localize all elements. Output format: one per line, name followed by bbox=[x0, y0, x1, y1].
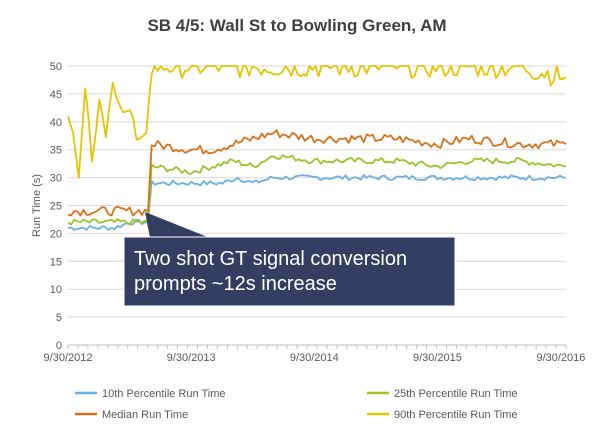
series-line-3 bbox=[67, 129, 567, 217]
y-axis-title: Run Time (s) bbox=[31, 174, 43, 237]
legend-label: Median Run Time bbox=[102, 409, 188, 421]
series-line-1 bbox=[67, 174, 567, 231]
y-tick-label: 50 bbox=[50, 61, 62, 73]
annotation-callout: Two shot GT signal conversion prompts ~12… bbox=[123, 212, 456, 307]
y-tick-label: 35 bbox=[50, 145, 62, 157]
y-tick-label: 10 bbox=[50, 284, 62, 296]
legend-label: 90th Percentile Run Time bbox=[394, 409, 518, 421]
y-tick-label: 5 bbox=[56, 312, 62, 324]
x-tick-label: 9/30/2014 bbox=[290, 352, 339, 364]
y-tick-label: 15 bbox=[50, 256, 62, 268]
y-tick-label: 0 bbox=[56, 340, 62, 352]
series-line-4 bbox=[67, 65, 567, 179]
series-line-2 bbox=[67, 154, 567, 226]
y-tick-label: 20 bbox=[50, 228, 62, 240]
series-lines bbox=[67, 65, 567, 231]
callout-box bbox=[123, 236, 456, 307]
legend: 10th Percentile Run Time 25th Percentile … bbox=[75, 388, 518, 421]
legend-label: 10th Percentile Run Time bbox=[102, 388, 226, 400]
x-tick-label: 9/30/2016 bbox=[536, 352, 585, 364]
axes: 0 5 10 15 20 25 30 35 40 45 50 9/30/2012 9/30/2013 9/… bbox=[31, 61, 585, 364]
callout-text-line: Two shot GT signal conversion bbox=[134, 248, 407, 270]
y-tick-label: 25 bbox=[50, 201, 62, 213]
y-tick-label: 45 bbox=[50, 89, 62, 101]
callout-pointer bbox=[145, 212, 210, 238]
x-tick-label: 9/30/2015 bbox=[413, 352, 462, 364]
x-tick-label: 9/30/2013 bbox=[167, 352, 216, 364]
chart-title: SB 4/5: Wall St to Bowling Green, AM bbox=[147, 16, 447, 35]
y-tick-label: 40 bbox=[50, 117, 62, 129]
legend-label: 25th Percentile Run Time bbox=[394, 388, 518, 400]
x-tick-label: 9/30/2012 bbox=[44, 352, 93, 364]
y-tick-label: 30 bbox=[50, 173, 62, 185]
callout-text-line: prompts ~12s increase bbox=[134, 273, 337, 295]
